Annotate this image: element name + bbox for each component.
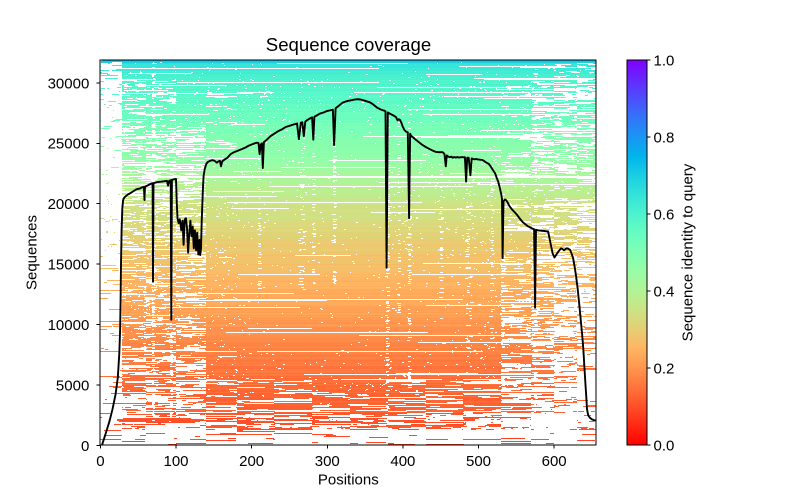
svg-text:0.8: 0.8 [654, 129, 675, 146]
svg-text:Sequence coverage: Sequence coverage [266, 34, 431, 55]
svg-text:0.6: 0.6 [654, 206, 675, 223]
svg-text:25000: 25000 [48, 136, 90, 153]
svg-text:30000: 30000 [48, 75, 90, 92]
svg-text:1.0: 1.0 [654, 52, 675, 69]
svg-text:100: 100 [164, 453, 189, 470]
svg-text:Sequence identity to query: Sequence identity to query [680, 163, 697, 341]
svg-text:0.2: 0.2 [654, 360, 675, 377]
svg-text:0: 0 [96, 453, 104, 470]
svg-text:10000: 10000 [48, 317, 90, 334]
svg-text:0: 0 [81, 438, 89, 455]
svg-text:600: 600 [542, 453, 567, 470]
svg-text:300: 300 [315, 453, 340, 470]
svg-text:15000: 15000 [48, 257, 90, 274]
svg-text:0.0: 0.0 [654, 437, 675, 454]
svg-text:500: 500 [466, 453, 491, 470]
svg-text:5000: 5000 [56, 377, 89, 394]
svg-text:Positions: Positions [318, 472, 379, 489]
svg-text:200: 200 [239, 453, 264, 470]
svg-text:Sequences: Sequences [24, 215, 41, 290]
svg-text:0.4: 0.4 [654, 283, 675, 300]
svg-text:20000: 20000 [48, 196, 90, 213]
svg-text:400: 400 [390, 453, 415, 470]
